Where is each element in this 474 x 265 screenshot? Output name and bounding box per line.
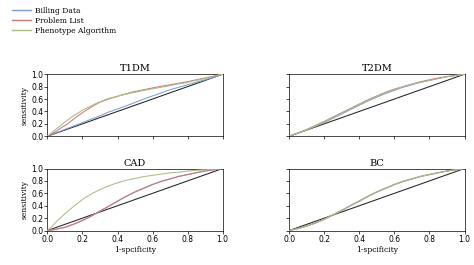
- Y-axis label: sensitivity: sensitivity: [20, 86, 28, 125]
- Legend: Billing Data, Problem List, Phenotype Algorithm: Billing Data, Problem List, Phenotype Al…: [9, 4, 119, 38]
- Title: T2DM: T2DM: [362, 64, 392, 73]
- Title: T1DM: T1DM: [119, 64, 150, 73]
- X-axis label: 1-spcificity: 1-spcificity: [114, 246, 156, 254]
- Title: CAD: CAD: [124, 159, 146, 168]
- Y-axis label: sensitivity: sensitivity: [20, 180, 28, 219]
- Title: BC: BC: [370, 159, 384, 168]
- X-axis label: 1-spcificity: 1-spcificity: [356, 246, 398, 254]
